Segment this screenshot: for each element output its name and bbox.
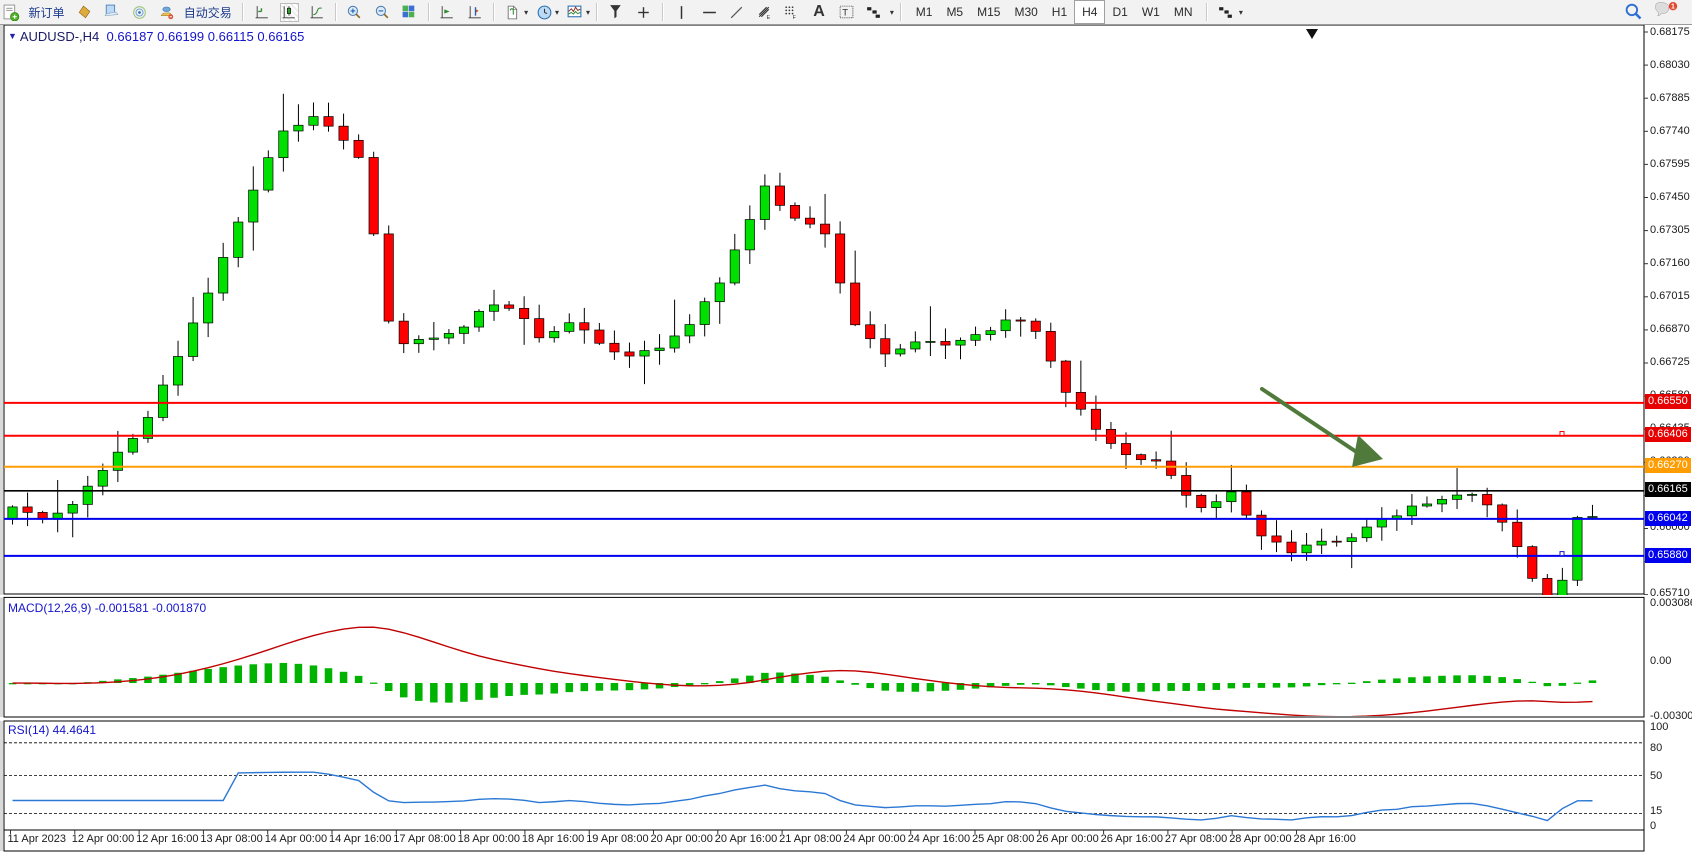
svg-text:T: T xyxy=(842,7,848,18)
svg-text:1: 1 xyxy=(1671,4,1675,11)
svg-text:F: F xyxy=(793,14,797,20)
svg-text:E: E xyxy=(766,14,770,20)
